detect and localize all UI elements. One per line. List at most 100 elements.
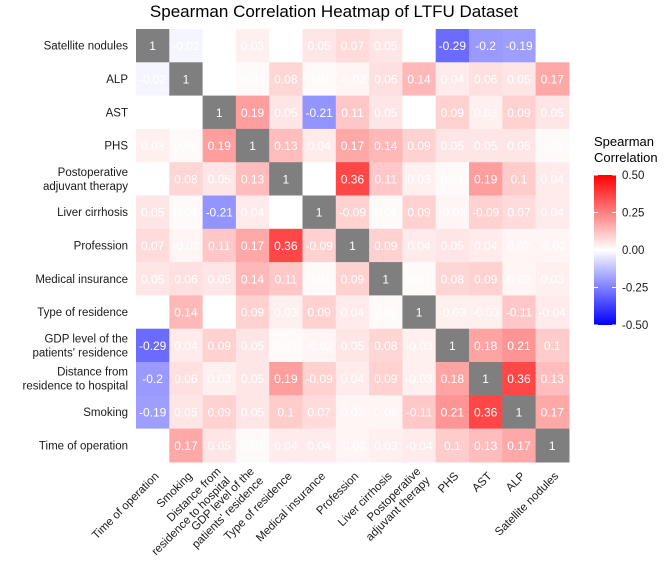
cell-gdp-level-of-the-patients-residence-x-time-of-operation (235, 428, 270, 463)
cell-label-alp-x-profession: 0.02 (507, 239, 531, 253)
cell-label-profession-x-gdp-level-of-the-patients-residence: 0.05 (341, 339, 365, 353)
cell-label-smoking-x-profession: -0.02 (172, 239, 200, 253)
cell-liver-cirrhosis-x-time-of-operation (369, 428, 403, 463)
cell-label-gdp-level-of-the-patients-residence-x-gdp-level-of-the-patients-residence: 0.05 (241, 339, 265, 353)
cell-label-medical-insurance-x-phs: 0.04 (307, 139, 331, 153)
y-label-postoperative-adjuvant-therapy: Postoperative adjuvant therapy (43, 167, 128, 193)
cell-label-alp-x-distance-from-residence-to-hospital: 0.36 (507, 372, 531, 386)
cell-label-postoperative-adjuvant-therapy-x-postoperative-adjuvant-therapy: 0.03 (407, 172, 431, 186)
cell-label-ast-x-satellite-nodules: -0.2 (475, 39, 496, 53)
cell-type-of-residence-x-liver-cirrhosis (269, 195, 304, 230)
cell-label-medical-insurance-x-liver-cirrhosis: 1 (316, 206, 323, 220)
cell-label-smoking-x-postoperative-adjuvant-therapy: 0.08 (174, 172, 198, 186)
cell-label-postoperative-adjuvant-therapy-x-medical-insurance: 0.01 (407, 272, 431, 286)
cell-medical-insurance-x-distance-from-residence-to-hospital (302, 362, 337, 396)
legend-tick-label: 0.50 (622, 170, 644, 182)
cell-medical-insurance-x-liver-cirrhosis (302, 195, 337, 230)
cell-phs-x-phs (435, 128, 470, 163)
cell-label-alp-x-ast: 0.09 (507, 106, 531, 120)
cell-satellite-nodules-x-medical-insurance (535, 262, 570, 296)
cell-smoking-x-profession (169, 228, 204, 263)
cell-gdp-level-of-the-patients-residence-x-smoking (235, 395, 270, 430)
cell-ast-x-time-of-operation (469, 428, 503, 463)
cell-phs-x-medical-insurance (435, 262, 470, 296)
cell-gdp-level-of-the-patients-residence-x-ast (235, 95, 270, 130)
cell-liver-cirrhosis-x-ast (369, 95, 403, 130)
cell-label-satellite-nodules-x-profession: -0.02 (539, 239, 567, 253)
cell-gdp-level-of-the-patients-residence-x-satellite-nodules (235, 29, 270, 63)
cell-ast-x-medical-insurance (469, 262, 503, 296)
cell-label-smoking-x-type-of-residence: 0.14 (174, 306, 198, 320)
cell-time-of-operation-x-phs (136, 128, 170, 163)
cell-liver-cirrhosis-x-postoperative-adjuvant-therapy (369, 162, 403, 197)
cell-type-of-residence-x-profession (269, 228, 304, 263)
cell-label-profession-x-alp: -0.02 (339, 72, 367, 86)
cell-postoperative-adjuvant-therapy-x-medical-insurance (402, 262, 437, 296)
cell-label-liver-cirrhosis-x-postoperative-adjuvant-therapy: 0.11 (375, 172, 398, 186)
cell-label-phs-x-alp: 0.04 (441, 72, 465, 86)
cell-label-liver-cirrhosis-x-satellite-nodules: 0.05 (374, 39, 398, 53)
cell-distance-from-residence-to-hospital-x-phs (202, 128, 237, 163)
cell-gdp-level-of-the-patients-residence-x-distance-from-residence-to-hospital (235, 362, 270, 396)
x-label-phs: PHS (436, 470, 461, 495)
cell-label-gdp-level-of-the-patients-residence-x-medical-insurance: 0.14 (241, 272, 265, 286)
cell-medical-insurance-x-medical-insurance (302, 262, 337, 296)
cell-label-alp-x-liver-cirrhosis: 0.07 (507, 206, 531, 220)
legend-ticks: 0.50 0.25 0.00 -0.25 -0.50 (594, 170, 648, 332)
cell-label-postoperative-adjuvant-therapy-x-liver-cirrhosis: 0.09 (407, 206, 431, 220)
legend-colorbar (594, 175, 616, 325)
cell-label-ast-x-postoperative-adjuvant-therapy: 0.19 (474, 172, 498, 186)
cell-smoking-x-ast (169, 95, 204, 130)
cell-medical-insurance-x-alp (302, 62, 337, 97)
cell-label-time-of-operation-x-satellite-nodules: 1 (149, 39, 156, 53)
cell-time-of-operation-x-liver-cirrhosis (136, 195, 170, 230)
cell-profession-x-ast (335, 95, 370, 130)
cell-liver-cirrhosis-x-satellite-nodules (369, 29, 403, 63)
cell-label-profession-x-profession: 1 (349, 239, 356, 253)
cell-label-time-of-operation-x-liver-cirrhosis: 0.05 (141, 206, 165, 220)
legend-tick-label: -0.25 (622, 283, 648, 295)
cell-smoking-x-liver-cirrhosis (169, 195, 204, 230)
cell-ast-x-phs (469, 128, 503, 163)
cell-distance-from-residence-to-hospital-x-ast (202, 95, 237, 130)
cell-label-distance-from-residence-to-hospital-x-postoperative-adjuvant-therapy: 0.05 (208, 172, 232, 186)
y-label-ast: AST (106, 107, 128, 119)
cell-profession-x-liver-cirrhosis (335, 195, 370, 230)
cell-label-alp-x-time-of-operation: 0.17 (507, 439, 531, 453)
cell-label-ast-x-ast: 0.03 (474, 106, 498, 120)
cell-distance-from-residence-to-hospital-x-smoking (202, 395, 237, 430)
cell-satellite-nodules-x-phs (535, 128, 570, 163)
cell-distance-from-residence-to-hospital-x-postoperative-adjuvant-therapy (202, 162, 237, 197)
cell-type-of-residence-x-ast (269, 95, 304, 130)
cell-profession-x-type-of-residence (335, 295, 370, 330)
cell-gdp-level-of-the-patients-residence-x-postoperative-adjuvant-therapy (235, 162, 270, 197)
y-label-alp: ALP (106, 74, 128, 86)
cell-label-profession-x-distance-from-residence-to-hospital: 0.04 (341, 372, 365, 386)
cell-type-of-residence-x-alp (269, 62, 304, 97)
legend-tick-label: -0.50 (622, 320, 648, 332)
cell-time-of-operation-x-satellite-nodules (136, 29, 170, 63)
cell-label-alp-x-gdp-level-of-the-patients-residence: 0.21 (507, 339, 531, 353)
cell-label-liver-cirrhosis-x-profession: 0.09 (374, 239, 398, 253)
cell-label-phs-x-postoperative-adjuvant-therapy: 0.01 (441, 172, 465, 186)
cell-alp-x-phs (502, 128, 537, 163)
cell-label-phs-x-liver-cirrhosis: -0.02 (439, 206, 467, 220)
cell-label-smoking-x-time-of-operation: 0.17 (174, 439, 198, 453)
cell-satellite-nodules-x-type-of-residence (535, 295, 570, 330)
cell-label-phs-x-time-of-operation: 0.1 (444, 439, 461, 453)
cell-label-time-of-operation-x-medical-insurance: 0.05 (141, 272, 165, 286)
cell-label-liver-cirrhosis-x-type-of-residence: 0.01 (374, 306, 398, 320)
cell-label-profession-x-postoperative-adjuvant-therapy: 0.36 (341, 172, 365, 186)
y-label-satellite-nodules: Satellite nodules (44, 41, 129, 53)
cell-satellite-nodules-x-liver-cirrhosis (535, 195, 570, 230)
cell-label-satellite-nodules-x-gdp-level-of-the-patients-residence: 0.1 (544, 339, 561, 353)
cell-distance-from-residence-to-hospital-x-distance-from-residence-to-hospital (202, 362, 237, 396)
cell-liver-cirrhosis-x-medical-insurance (369, 262, 403, 296)
x-label-time-of-operation: Time of operation (90, 470, 161, 541)
x-label-alp: ALP (504, 470, 528, 494)
cell-medical-insurance-x-phs (302, 128, 337, 163)
cell-gdp-level-of-the-patients-residence-x-liver-cirrhosis (235, 195, 270, 230)
cell-satellite-nodules-x-distance-from-residence-to-hospital (535, 362, 570, 396)
cell-smoking-x-gdp-level-of-the-patients-residence (169, 328, 204, 363)
cell-distance-from-residence-to-hospital-x-alp (202, 62, 237, 97)
